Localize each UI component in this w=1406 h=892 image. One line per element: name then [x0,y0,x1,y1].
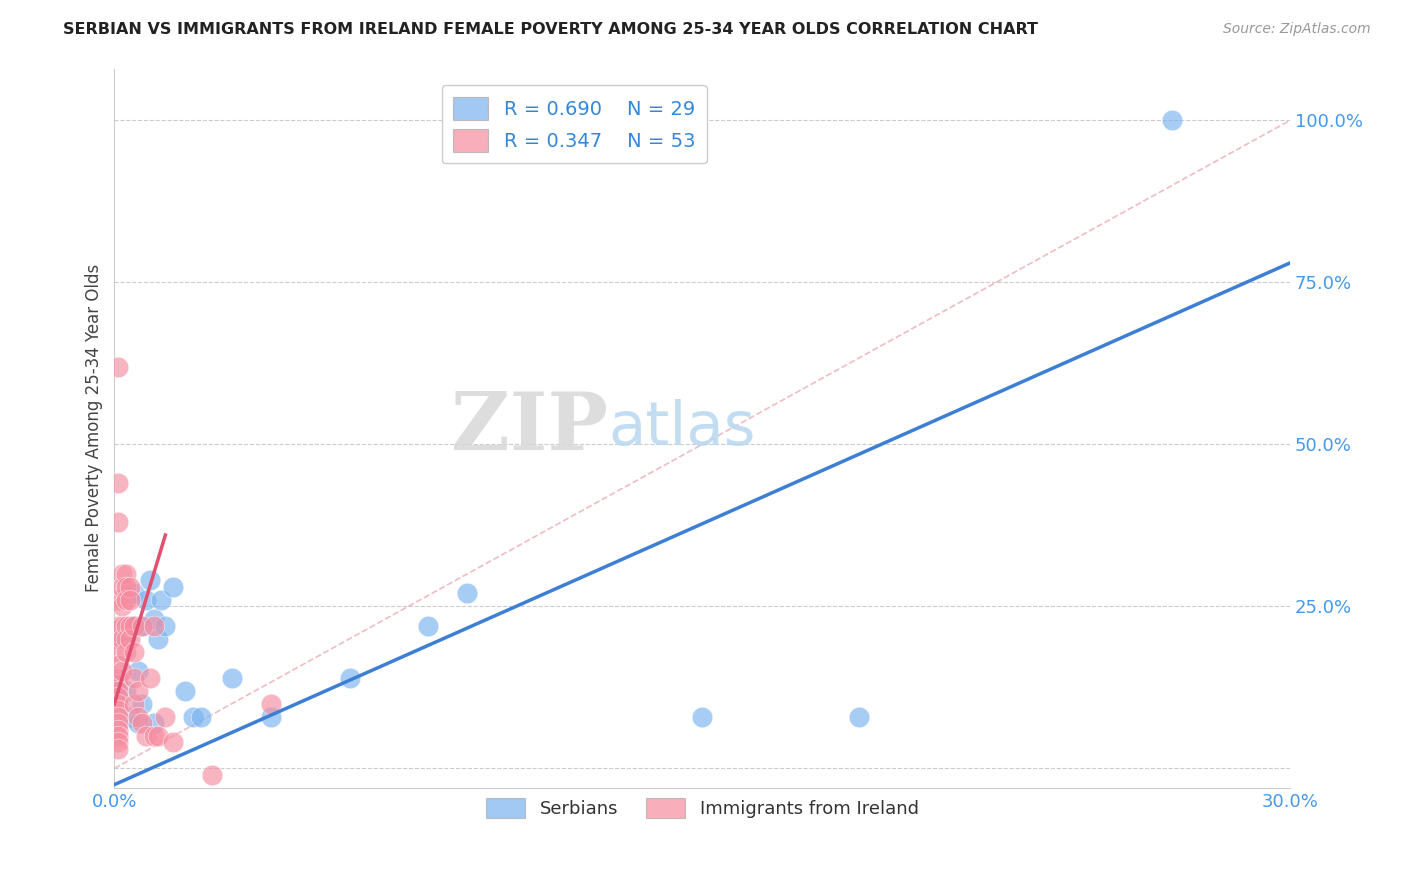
Point [115,683,138,698]
Point [107,742,129,756]
Legend: Serbians, Immigrants from Ireland: Serbians, Immigrants from Ireland [478,790,927,826]
Point [201,768,224,782]
Point [1161,113,1184,128]
Point [131,619,153,633]
Point [162,735,184,749]
Point [111,599,134,614]
Point [155,619,177,633]
Point [120,619,142,633]
Point [111,632,134,646]
Point [107,515,129,529]
Point [107,683,129,698]
Point [122,697,145,711]
Point [107,677,129,691]
Point [120,580,142,594]
Point [107,359,129,374]
Text: SERBIAN VS IMMIGRANTS FROM IRELAND FEMALE POVERTY AMONG 25-34 YEAR OLDS CORRELAT: SERBIAN VS IMMIGRANTS FROM IRELAND FEMAL… [63,22,1038,37]
Point [122,645,145,659]
Point [260,709,283,723]
Point [127,664,149,678]
Point [107,632,129,646]
Point [115,632,138,646]
Point [107,645,129,659]
Point [155,709,177,723]
Point [135,729,157,743]
Point [260,697,283,711]
Point [115,593,138,607]
Point [131,619,153,633]
Point [162,580,184,594]
Point [127,716,149,731]
Point [142,716,165,731]
Point [122,619,145,633]
Point [115,580,138,594]
Point [138,671,160,685]
Point [111,567,134,582]
Point [107,716,129,731]
Point [339,671,361,685]
Point [120,593,142,607]
Point [111,619,134,633]
Point [107,723,129,737]
Point [146,729,169,743]
Point [120,709,142,723]
Point [127,683,149,698]
Text: atlas: atlas [609,399,755,458]
Point [690,709,713,723]
Point [120,632,142,646]
Point [107,677,129,691]
Point [115,619,138,633]
Point [111,632,134,646]
Point [416,619,439,633]
Point [142,612,165,626]
Point [221,671,243,685]
Point [127,709,149,723]
Text: ZIP: ZIP [451,389,609,467]
Point [174,683,197,698]
Point [115,567,138,582]
Point [181,709,204,723]
Point [131,716,153,731]
Point [115,645,138,659]
Point [142,729,165,743]
Point [107,709,129,723]
Point [107,697,129,711]
Point [107,593,129,607]
Point [111,664,134,678]
Point [107,729,129,743]
Point [138,574,160,588]
Point [135,593,157,607]
Point [111,580,134,594]
Point [107,619,129,633]
Y-axis label: Female Poverty Among 25-34 Year Olds: Female Poverty Among 25-34 Year Olds [86,264,103,592]
Point [122,586,145,600]
Point [107,476,129,491]
Point [146,632,169,646]
Point [107,657,129,672]
Point [190,709,212,723]
Point [150,593,173,607]
Point [107,735,129,749]
Point [142,619,165,633]
Point [107,690,129,705]
Text: Source: ZipAtlas.com: Source: ZipAtlas.com [1223,22,1371,37]
Point [456,586,478,600]
Point [122,671,145,685]
Point [122,619,145,633]
Point [107,703,129,717]
Point [107,671,129,685]
Point [848,709,870,723]
Point [131,697,153,711]
